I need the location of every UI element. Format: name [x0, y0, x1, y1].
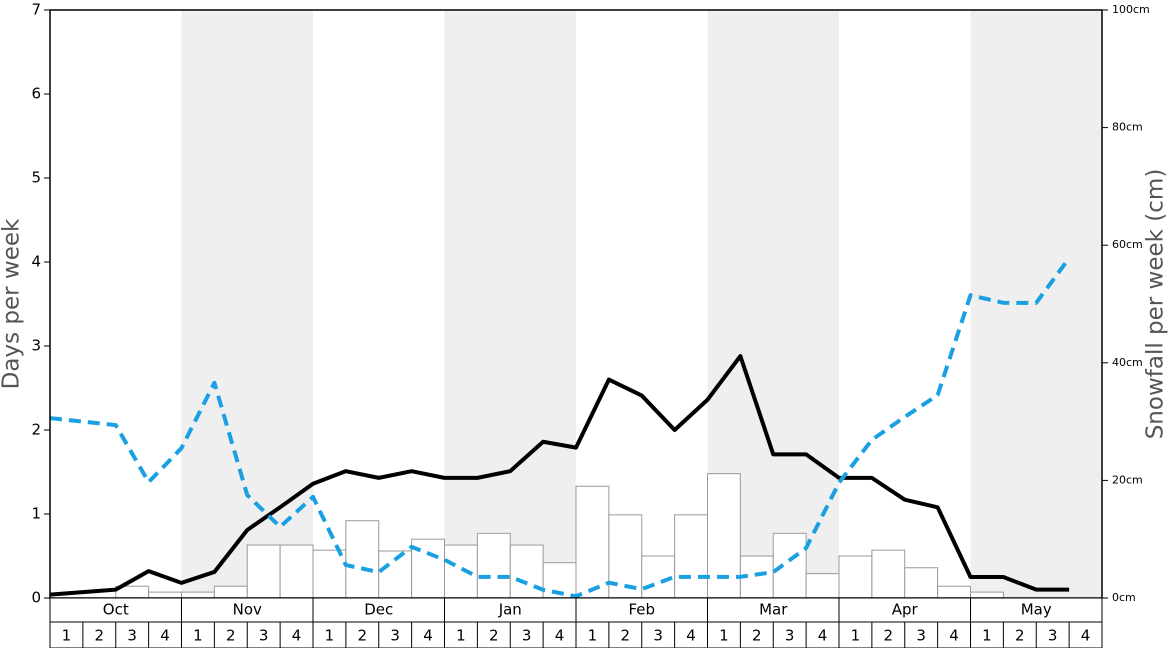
bar: [476, 532, 511, 599]
bar: [805, 573, 840, 599]
x-tick-label: 3: [522, 627, 532, 645]
x-tick-label: 4: [686, 627, 696, 645]
x-tick-label: 4: [423, 627, 433, 645]
line: [49, 354, 1070, 597]
x-tick-label: 4: [949, 627, 959, 645]
month-label: Mar: [759, 601, 788, 619]
y-tick-label: 1: [31, 505, 41, 523]
x-tick-label: 1: [456, 627, 466, 645]
bar: [246, 544, 281, 599]
x-tick-label: 2: [752, 627, 762, 645]
x-tick-label: 4: [292, 627, 302, 645]
bar: [904, 567, 939, 599]
x-tick-label: 3: [916, 627, 926, 645]
y-tick-label: 4: [31, 253, 41, 271]
y-tick-label: 5: [31, 169, 41, 187]
x-tick-label: 3: [1048, 627, 1058, 645]
y2-tick-label: 20cm: [1112, 473, 1143, 486]
x-tick-label: 4: [1081, 627, 1091, 645]
bar: [509, 544, 544, 599]
bar: [279, 544, 314, 599]
y2-axis-title: Snowfall per week (cm): [1143, 169, 1168, 440]
y2-tick-label: 100cm: [1112, 3, 1150, 16]
month-band: [181, 10, 313, 598]
y-axis-title: Days per week: [0, 218, 25, 389]
x-tick-label: 2: [95, 627, 105, 645]
bar: [575, 485, 610, 599]
y-tick-label: 2: [31, 421, 41, 439]
x-tick-label: 1: [325, 627, 335, 645]
x-tick-label: 4: [160, 627, 170, 645]
bar: [148, 591, 182, 599]
month-label: Oct: [103, 601, 129, 619]
bar: [871, 549, 906, 599]
bar: [181, 591, 215, 599]
x-tick-label: 2: [489, 627, 499, 645]
x-tick-label: 4: [818, 627, 828, 645]
x-tick-label: 2: [621, 627, 631, 645]
x-tick-label: 2: [358, 627, 368, 645]
y-tick-label: 7: [31, 1, 41, 19]
y2-tick-label: 40cm: [1112, 356, 1143, 369]
y2-tick-label: 60cm: [1112, 238, 1143, 251]
x-tick-label: 1: [193, 627, 203, 645]
x-tick-label: 1: [588, 627, 598, 645]
x-tick-label: 1: [982, 627, 992, 645]
x-tick-label: 1: [62, 627, 72, 645]
x-tick-label: 2: [226, 627, 236, 645]
bar: [937, 585, 971, 599]
bar: [345, 520, 380, 599]
bar: [772, 532, 807, 599]
y-tick-label: 3: [31, 337, 41, 355]
month-label: Feb: [628, 601, 655, 619]
month-label: Dec: [364, 601, 393, 619]
x-tick-label: 3: [127, 627, 137, 645]
bar: [213, 585, 248, 599]
x-tick-label: 2: [884, 627, 894, 645]
y-tick-label: 6: [31, 85, 41, 103]
x-tick-label: 3: [653, 627, 663, 645]
y2-tick-label: 0cm: [1112, 591, 1136, 604]
bar: [312, 549, 347, 599]
x-tick-label: 2: [1015, 627, 1025, 645]
x-tick-label: 1: [851, 627, 861, 645]
bar: [838, 555, 873, 599]
bar: [707, 473, 741, 599]
y2-tick-label: 80cm: [1112, 121, 1143, 134]
x-tick-label: 3: [259, 627, 269, 645]
y-tick-label: 0: [31, 589, 41, 607]
month-label: Jan: [498, 601, 522, 619]
month-label: Apr: [892, 601, 919, 619]
bar: [970, 591, 1004, 599]
line: [49, 256, 1071, 599]
month-label: May: [1021, 601, 1052, 619]
x-tick-label: 3: [390, 627, 400, 645]
bar: [674, 514, 708, 599]
x-tick-label: 4: [555, 627, 565, 645]
x-tick-label: 3: [785, 627, 795, 645]
month-band: [444, 10, 576, 598]
x-tick-label: 1: [719, 627, 729, 645]
month-label: Nov: [233, 601, 262, 619]
bar: [444, 544, 478, 599]
